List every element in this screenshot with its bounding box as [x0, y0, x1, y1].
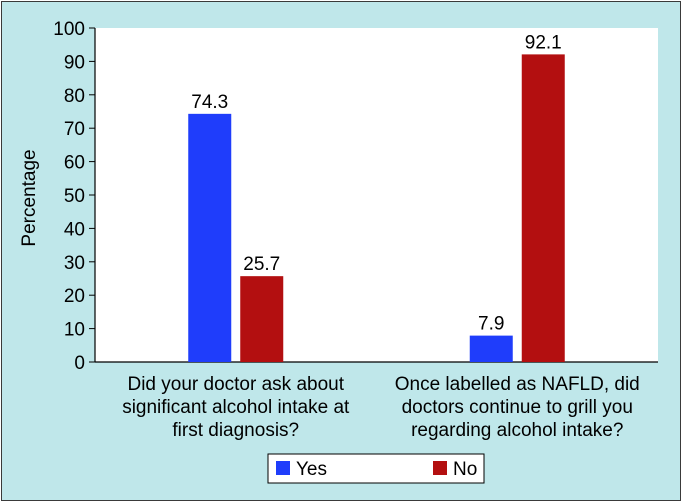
y-axis-title: Percentage: [19, 149, 40, 246]
data-label: 25.7: [243, 254, 280, 275]
bar-no-2: [521, 54, 565, 363]
legend-swatch-yes: [276, 461, 290, 475]
y-tick-label: 60: [64, 153, 85, 174]
y-tick-label: 30: [64, 253, 85, 274]
y-tick-label: 70: [64, 119, 85, 140]
bars: [188, 54, 565, 363]
plot-area: [95, 28, 658, 362]
y-tick-label: 80: [64, 86, 85, 107]
axes: [94, 28, 658, 363]
y-tick-label: 20: [64, 286, 85, 307]
y-tick-label: 50: [64, 186, 85, 207]
legend-box: [267, 453, 485, 484]
y-tick-label: 10: [64, 320, 85, 341]
bar-yes-1: [188, 113, 232, 362]
legend-label-no: No: [453, 459, 477, 480]
category-labels: Did your doctor ask about significant alc…: [122, 374, 640, 441]
legend-label-yes: Yes: [296, 459, 327, 480]
bar-yes-2: [469, 335, 513, 362]
category-label: Once labelled as NAFLD, did doctors conti…: [395, 374, 640, 441]
y-tick-label: 40: [64, 219, 85, 240]
bar-no-1: [240, 276, 284, 362]
y-tick-label: 0: [74, 353, 85, 374]
y-tick-label: 90: [64, 52, 85, 73]
data-labels: 74.3 7.9 25.7 92.1: [191, 32, 561, 334]
data-label: 74.3: [191, 92, 228, 113]
legend-swatch-no: [433, 461, 447, 475]
legend: Yes No: [267, 453, 485, 484]
y-ticks: 0 10 20 30 40 50 60 70 80 90 100: [53, 19, 95, 374]
y-tick-label: 100: [53, 19, 85, 40]
data-label: 92.1: [525, 32, 562, 53]
data-label: 7.9: [478, 314, 504, 335]
category-label: Did your doctor ask about significant alc…: [122, 374, 350, 441]
